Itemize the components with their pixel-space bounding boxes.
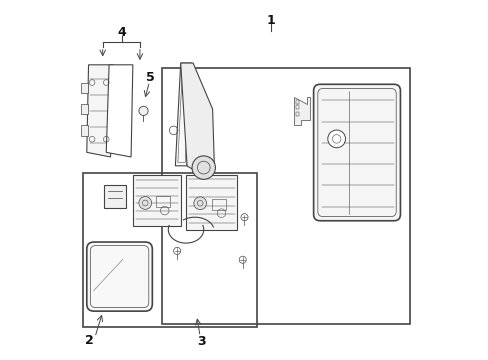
Bar: [211, 199, 226, 210]
Bar: [81, 82, 88, 93]
Circle shape: [193, 197, 206, 210]
Circle shape: [139, 106, 148, 116]
Circle shape: [327, 130, 345, 148]
Bar: [156, 196, 170, 207]
Bar: [295, 100, 299, 104]
Text: 5: 5: [146, 71, 155, 84]
FancyBboxPatch shape: [313, 84, 400, 221]
Text: 1: 1: [266, 14, 275, 27]
Polygon shape: [106, 65, 133, 157]
Text: 2: 2: [85, 334, 93, 347]
Polygon shape: [181, 63, 214, 176]
FancyBboxPatch shape: [86, 242, 152, 311]
Polygon shape: [175, 63, 191, 166]
Bar: [81, 104, 88, 114]
Bar: [162, 68, 409, 324]
Bar: [104, 185, 125, 208]
Bar: [81, 125, 88, 136]
Circle shape: [192, 156, 215, 179]
Circle shape: [139, 197, 151, 209]
Polygon shape: [86, 65, 113, 157]
Text: 4: 4: [118, 26, 126, 39]
Bar: [200, 168, 207, 187]
Text: 3: 3: [197, 335, 206, 348]
Bar: [133, 175, 181, 226]
Bar: [83, 173, 256, 327]
Bar: [295, 112, 299, 116]
Polygon shape: [293, 97, 309, 125]
Bar: [185, 175, 237, 230]
Bar: [295, 105, 299, 109]
